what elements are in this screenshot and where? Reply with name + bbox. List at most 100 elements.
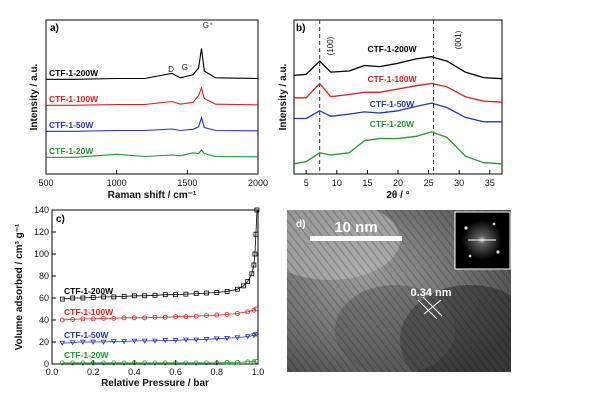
panel-c-y-tick-label: 140	[34, 205, 49, 215]
panel-c-point	[234, 359, 240, 365]
panel-c-x-tick-label: 0.0	[46, 367, 59, 377]
panel-c-point	[121, 293, 127, 299]
panel-c-point	[90, 295, 96, 300]
panel-c-point	[214, 290, 220, 295]
panel-c-point	[204, 360, 209, 366]
panel-c-point	[152, 292, 158, 298]
panel-a-x-tick-label: 1500	[177, 178, 197, 188]
panel-c-y-tick-label: 100	[34, 249, 49, 259]
panel-c-series-line	[62, 333, 257, 344]
panel-c-y-label: Volume adsorbed / cm³ g⁻¹	[14, 223, 25, 350]
panel-c-series-line	[62, 209, 258, 300]
fft-spot	[492, 222, 496, 226]
panel-c-point	[241, 283, 246, 289]
panel-c-point	[193, 360, 199, 366]
panel-c-point	[245, 279, 251, 284]
panel-b-x-tick-label: 30	[454, 178, 464, 188]
panel-c-x-tick-label: 0.4	[128, 367, 141, 377]
lattice-marker-line	[417, 299, 438, 320]
panel-c-point	[101, 315, 106, 321]
panel-c-point	[111, 315, 117, 321]
panel-b-x-tick-label: 25	[424, 178, 434, 188]
panel-b-001-label: (001)	[454, 30, 463, 49]
panel-a-x-tick-label: 1000	[107, 178, 127, 188]
scale-bar-label: 10 nm	[334, 219, 377, 236]
panel-c-point	[173, 360, 179, 366]
panel-c-point	[80, 295, 86, 301]
panel-a-series-line	[46, 148, 259, 158]
panel-c-label: c)	[56, 214, 65, 225]
panel-c-point	[193, 337, 200, 343]
panel-b-series-label: CTF-1-20W	[370, 119, 415, 129]
panel-c-point	[131, 338, 138, 344]
panel-c-adsorption: c) 0.0 0.2 0.4 0.6 0.8 1.0020406080100120140 …	[14, 205, 264, 389]
panel-c-point	[234, 286, 240, 292]
panel-a-y-label: Intensity / a.u.	[29, 63, 40, 130]
panel-c-point	[252, 251, 258, 257]
panel-c-series-label: CTF-1-20W	[64, 350, 109, 360]
panel-c-point	[253, 306, 259, 312]
panel-c-point	[59, 340, 66, 346]
panel-c-y-tick-label: 0	[44, 359, 49, 369]
scale-bar	[310, 236, 402, 241]
panel-c-point	[70, 360, 75, 366]
panel-c-point	[234, 310, 240, 316]
panel-c-point	[193, 291, 199, 297]
panel-c-point	[172, 338, 179, 344]
panel-a-x-tick-label: 500	[38, 178, 53, 188]
panel-c-point	[183, 360, 189, 366]
panel-c-point	[224, 312, 230, 317]
panel-c-point	[131, 315, 137, 321]
panel-c-point	[90, 339, 97, 345]
panel-a-x-label: Raman shift / cm⁻¹	[108, 190, 197, 201]
panel-c-point	[111, 360, 117, 366]
panel-c-point	[70, 317, 75, 322]
panel-c-point	[253, 231, 259, 237]
panel-c-point	[141, 338, 148, 344]
panel-a-frame	[45, 19, 259, 175]
panel-b-x-tick-label: 15	[362, 178, 372, 188]
panel-c-point	[224, 359, 230, 365]
panel-c-point	[142, 315, 148, 321]
panel-a-series-line	[46, 115, 259, 132]
panel-c-y-tick-label: 20	[39, 337, 49, 347]
panel-c-point	[80, 339, 86, 345]
panel-c-point	[162, 314, 168, 320]
panel-c-point	[193, 313, 199, 319]
panel-c-point	[214, 360, 220, 366]
panel-c-point	[251, 262, 257, 268]
panel-c-point	[245, 359, 251, 365]
panel-c-point	[213, 336, 220, 342]
fft-spot	[468, 254, 472, 258]
panel-b-series-line	[293, 56, 503, 80]
panel-c-point	[90, 316, 96, 322]
panel-c-point	[111, 294, 117, 300]
panel-c-point	[131, 360, 137, 366]
panel-b-series-label: CTF-1-200W	[367, 44, 417, 54]
fft-spot	[496, 250, 500, 254]
panel-c-point	[244, 334, 251, 340]
panel-c-point	[59, 317, 65, 323]
panel-c-point	[100, 339, 107, 345]
panel-c-point	[253, 358, 259, 364]
panel-b-xrd: b) 5 10 15 20 25 30 35 CTF-1-200W CTF-1-100W CTF…	[278, 19, 503, 201]
panel-c-point	[173, 314, 179, 320]
panel-c-point	[121, 360, 127, 366]
panel-c-point	[152, 338, 158, 344]
panel-a-series-label: CTF-1-100W	[49, 94, 99, 104]
panel-c-y-tick-label: 120	[34, 227, 49, 237]
panel-c-point	[101, 360, 106, 366]
panel-c-x-tick-label: 0.8	[211, 367, 224, 377]
panel-a-peak-G-plus-label: G⁺	[203, 21, 213, 30]
panel-c-point	[204, 290, 209, 296]
panel-c-point	[162, 292, 168, 298]
panel-a-label: a)	[50, 23, 59, 34]
panel-a-peak-D-label: D	[168, 65, 174, 74]
panel-c-point	[142, 360, 148, 366]
panel-c-point	[69, 340, 76, 346]
panel-b-x-label: 2θ / °	[386, 190, 409, 201]
panel-c-point	[152, 314, 158, 320]
panel-c-point	[203, 337, 210, 343]
panel-c-point	[152, 360, 158, 366]
